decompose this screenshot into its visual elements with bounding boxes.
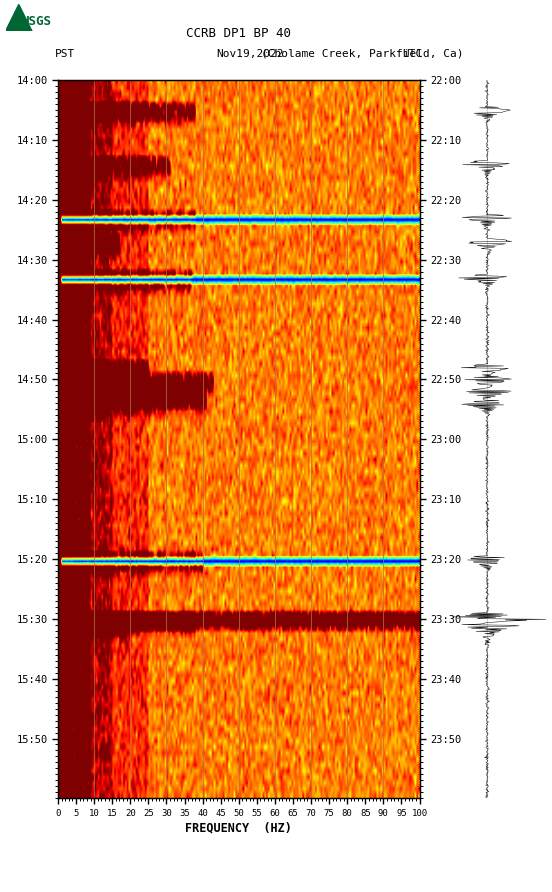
- X-axis label: FREQUENCY  (HZ): FREQUENCY (HZ): [185, 822, 292, 835]
- Text: USGS: USGS: [21, 14, 51, 28]
- Text: CCRB DP1 BP 40: CCRB DP1 BP 40: [186, 27, 291, 39]
- Text: (Cholame Creek, Parkfield, Ca): (Cholame Creek, Parkfield, Ca): [261, 48, 463, 59]
- Polygon shape: [6, 4, 32, 31]
- Text: Nov19,2022: Nov19,2022: [216, 48, 284, 59]
- Text: PST: PST: [55, 48, 76, 59]
- Text: UTC: UTC: [402, 48, 422, 59]
